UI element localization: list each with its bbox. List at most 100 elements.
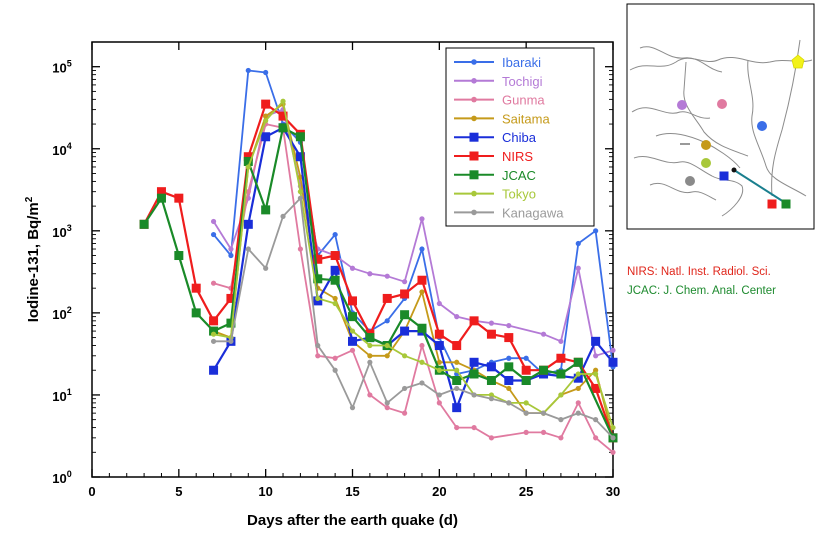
data-point bbox=[523, 355, 529, 361]
data-point bbox=[402, 385, 408, 392]
data-point bbox=[228, 252, 234, 259]
data-point bbox=[209, 365, 219, 375]
data-point bbox=[506, 322, 512, 329]
legend-label: JCAC bbox=[502, 168, 536, 183]
legend-label: Ibaraki bbox=[502, 55, 541, 70]
data-point bbox=[365, 333, 375, 343]
data-point bbox=[608, 357, 618, 367]
data-point bbox=[263, 118, 269, 124]
data-point bbox=[261, 99, 271, 109]
data-point bbox=[349, 265, 356, 271]
data-point bbox=[174, 193, 184, 203]
data-point bbox=[210, 218, 217, 225]
data-point bbox=[228, 246, 234, 252]
map-dot bbox=[685, 176, 695, 186]
data-point bbox=[209, 326, 219, 336]
data-point bbox=[402, 410, 408, 416]
data-point bbox=[226, 293, 236, 303]
data-point bbox=[332, 300, 338, 307]
legend-marker bbox=[469, 132, 479, 142]
map-dot-gunma bbox=[717, 99, 727, 109]
data-point bbox=[243, 219, 253, 229]
data-point bbox=[315, 342, 321, 349]
data-point bbox=[245, 164, 251, 170]
data-point bbox=[575, 240, 581, 247]
data-point bbox=[315, 353, 321, 359]
series-gunma bbox=[210, 121, 616, 455]
data-point bbox=[488, 435, 495, 441]
x-tick-label: 15 bbox=[345, 484, 359, 499]
data-point bbox=[419, 380, 425, 386]
data-point bbox=[452, 341, 462, 351]
data-point bbox=[610, 435, 616, 441]
data-point bbox=[332, 231, 338, 238]
map-dot-tochigi bbox=[677, 100, 687, 110]
data-point bbox=[278, 111, 288, 121]
map-dot-chiba bbox=[719, 171, 729, 181]
series-line bbox=[143, 102, 615, 439]
data-point bbox=[295, 152, 305, 162]
map-dot-saitama bbox=[701, 140, 711, 150]
data-point bbox=[610, 449, 616, 455]
data-point bbox=[417, 323, 427, 333]
map-marker bbox=[731, 167, 737, 173]
data-point bbox=[593, 371, 599, 377]
data-point bbox=[540, 429, 547, 435]
data-point bbox=[367, 342, 373, 349]
plot-area: 0 5 10 15 20 25 30 100 101 102 103 104 105 Days after… bbox=[24, 41, 620, 529]
x-tick-label: 5 bbox=[175, 484, 182, 499]
legend-marker bbox=[471, 209, 477, 216]
data-point bbox=[228, 338, 234, 344]
data-point bbox=[419, 246, 425, 252]
x-tick-label: 0 bbox=[88, 484, 95, 499]
data-point bbox=[210, 280, 217, 286]
data-point bbox=[367, 353, 373, 359]
data-point bbox=[436, 392, 442, 398]
legend-label: Tochigi bbox=[502, 74, 543, 89]
data-point bbox=[297, 195, 303, 201]
legend-entry: Saitama bbox=[454, 111, 550, 126]
legend-marker bbox=[471, 78, 477, 84]
data-point bbox=[245, 67, 251, 74]
legend-marker bbox=[471, 115, 477, 122]
legend-entry: Kanagawa bbox=[454, 205, 564, 220]
legend: Ibaraki Tochigi Gunma Saitama Chiba NIRS JCAC T… bbox=[445, 47, 595, 227]
location-map bbox=[626, 3, 815, 230]
data-point bbox=[558, 392, 564, 398]
data-point bbox=[245, 246, 251, 252]
data-point bbox=[349, 328, 356, 334]
x-axis-label: Days after the earth quake (d) bbox=[247, 512, 458, 529]
data-point bbox=[367, 392, 373, 398]
data-point bbox=[575, 400, 581, 406]
legend-label: NIRS bbox=[502, 149, 533, 164]
data-point bbox=[330, 251, 340, 261]
data-point bbox=[523, 410, 529, 416]
data-point bbox=[419, 342, 425, 349]
y-tick-label: 105 bbox=[52, 59, 71, 76]
data-point bbox=[452, 375, 462, 385]
legend-label: Chiba bbox=[502, 130, 537, 145]
map-dot bbox=[719, 171, 729, 181]
data-point bbox=[573, 357, 583, 367]
data-point bbox=[506, 355, 512, 361]
map-dot bbox=[791, 54, 805, 69]
data-point bbox=[156, 187, 166, 197]
data-point bbox=[209, 316, 219, 326]
data-point bbox=[486, 362, 496, 372]
data-point bbox=[384, 353, 390, 359]
data-point bbox=[174, 251, 184, 261]
data-point bbox=[313, 274, 323, 284]
map-dot-fukushima bbox=[791, 54, 805, 69]
legend-label: Gunma bbox=[502, 93, 545, 108]
data-point bbox=[558, 417, 564, 423]
legend-marker bbox=[469, 151, 479, 161]
x-tick-label: 20 bbox=[432, 484, 446, 499]
data-point bbox=[348, 312, 357, 322]
y-tick-label: 101 bbox=[52, 387, 71, 404]
data-point bbox=[280, 98, 286, 104]
data-point bbox=[452, 403, 462, 413]
data-point bbox=[400, 310, 410, 320]
series-line bbox=[213, 197, 614, 439]
map-dot-kanagawa bbox=[685, 176, 695, 186]
data-point bbox=[245, 189, 251, 195]
